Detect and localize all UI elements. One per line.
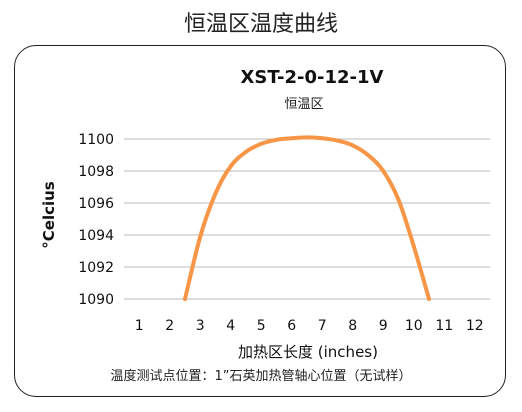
data-point bbox=[335, 138, 340, 143]
page-title: 恒温区温度曲线 bbox=[183, 12, 338, 37]
chart-card bbox=[14, 45, 506, 397]
data-point bbox=[350, 143, 355, 148]
series-layer bbox=[183, 135, 431, 301]
x-tick-label: 11 bbox=[435, 318, 453, 334]
x-tick-label: 8 bbox=[348, 318, 357, 334]
x-tick-label: 9 bbox=[379, 318, 388, 334]
data-point bbox=[381, 169, 386, 173]
y-tick-label: 1094 bbox=[78, 228, 114, 244]
chart-subtitle: 恒温区 bbox=[284, 97, 323, 112]
x-tick-label: 10 bbox=[405, 318, 423, 334]
data-point bbox=[411, 244, 416, 249]
x-tick-label: 1 bbox=[135, 318, 144, 334]
x-tick-label: 12 bbox=[466, 318, 484, 334]
y-tick-label: 1096 bbox=[78, 196, 114, 212]
y-tick-label: 1100 bbox=[78, 132, 114, 148]
x-axis-label: 加热区长度 (inches) bbox=[238, 343, 378, 361]
x-tick-label: 5 bbox=[257, 318, 266, 334]
data-point bbox=[183, 297, 187, 301]
data-point bbox=[244, 149, 248, 154]
y-tick-labels: 1090 1092 1094 1096 1098 1100 bbox=[78, 132, 114, 308]
data-point bbox=[289, 136, 294, 141]
chart-title: XST-2-0-12-1V bbox=[241, 67, 384, 88]
data-point bbox=[396, 197, 401, 202]
data-point bbox=[366, 153, 370, 157]
x-tick-label: 2 bbox=[165, 318, 174, 334]
x-tick-label: 6 bbox=[287, 318, 296, 334]
measurement-note: 温度测试点位置：1”石英加热管轴心位置（无试样） bbox=[110, 369, 412, 384]
x-tick-label: 4 bbox=[226, 318, 235, 334]
data-point bbox=[228, 164, 233, 169]
y-tick-label: 1098 bbox=[78, 164, 114, 180]
data-point bbox=[213, 191, 218, 196]
data-point bbox=[274, 137, 279, 142]
grid-lines bbox=[124, 138, 490, 300]
data-point bbox=[198, 234, 203, 239]
x-tick-label: 7 bbox=[318, 318, 327, 334]
data-point bbox=[427, 297, 431, 301]
y-axis-label: °Celcius bbox=[40, 181, 58, 249]
y-tick-label: 1090 bbox=[78, 292, 114, 308]
series-line-0 bbox=[183, 135, 431, 301]
y-tick-label: 1092 bbox=[78, 260, 114, 276]
data-point bbox=[259, 141, 264, 146]
data-point bbox=[305, 135, 309, 140]
data-point bbox=[320, 136, 325, 141]
x-tick-labels: 1 2 3 4 5 6 7 8 9 10 11 12 bbox=[135, 318, 484, 334]
x-tick-label: 3 bbox=[196, 318, 205, 334]
